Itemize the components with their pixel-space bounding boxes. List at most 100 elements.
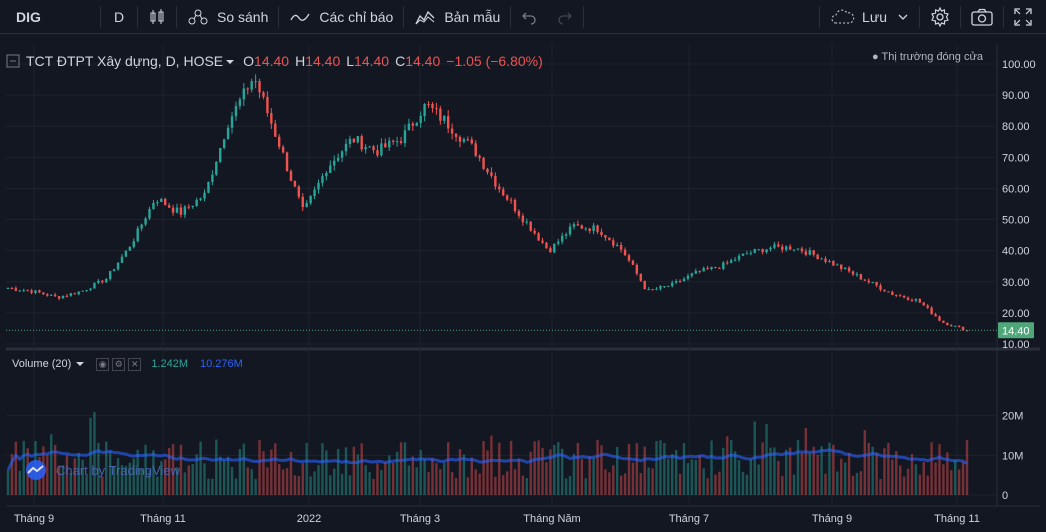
volume-bar — [584, 478, 587, 495]
candle — [57, 296, 61, 299]
candle — [313, 189, 316, 197]
candle — [419, 115, 422, 123]
candle — [769, 247, 772, 250]
candle — [859, 274, 863, 280]
candle — [305, 202, 308, 207]
volume-bar — [785, 449, 788, 495]
candle — [199, 198, 202, 200]
divider — [278, 5, 280, 28]
volume-bar — [918, 474, 922, 495]
volume-title[interactable]: Volume (20) — [12, 358, 72, 370]
candle — [270, 113, 273, 124]
redo-button[interactable] — [547, 0, 583, 34]
fullscreen-button[interactable] — [1004, 0, 1046, 34]
symbol-title[interactable]: TCT ĐTPT Xây dựng, D, HOSE — [26, 53, 224, 69]
volume-bar — [891, 459, 894, 495]
candle — [250, 81, 253, 90]
volume-bar — [631, 462, 635, 495]
candle — [277, 136, 281, 147]
tradingview-watermark[interactable]: Chart by TradingView — [22, 460, 180, 480]
candle — [785, 246, 788, 250]
chart-type-button[interactable] — [138, 0, 176, 34]
volume-value: 1.242M — [151, 358, 189, 370]
volume-bar — [509, 440, 513, 495]
volume-bar — [792, 474, 796, 495]
volume-bar — [219, 456, 222, 495]
candle — [364, 147, 367, 150]
divider — [1003, 5, 1004, 28]
volume-bars-layer — [6, 412, 969, 495]
volume-bar — [462, 454, 466, 495]
settings-button[interactable] — [920, 0, 960, 34]
candle — [101, 280, 104, 283]
price-chart[interactable]: 100.00 90.00 80.00 70.00 60.00 50.00 40.00 30.0… — [6, 40, 1040, 532]
volume-bar — [521, 475, 525, 495]
volume-bar — [61, 465, 65, 495]
candle — [407, 123, 411, 131]
volume-bar — [541, 447, 544, 495]
candle — [592, 225, 595, 231]
volume-bar — [879, 479, 882, 495]
volume-bar — [164, 459, 167, 495]
candle — [309, 196, 312, 203]
volume-bar — [179, 444, 183, 495]
compare-button[interactable]: So sánh — [177, 0, 278, 34]
volume-bar — [254, 479, 257, 495]
volume-bar — [454, 478, 458, 495]
settings-gear-icon[interactable]: ⚙ — [112, 357, 126, 371]
volume-bar — [482, 441, 485, 495]
volume-bar — [749, 459, 753, 495]
volume-bar — [608, 472, 611, 495]
symbol-menu-caret[interactable] — [225, 53, 235, 69]
volume-bar — [769, 447, 772, 495]
candle — [910, 299, 914, 301]
volume-bar — [914, 464, 918, 495]
collapse-legend-button[interactable] — [6, 54, 20, 68]
interval-button[interactable]: D — [113, 8, 125, 25]
volume-bar — [270, 449, 273, 495]
close-label: C — [395, 53, 406, 69]
candle — [368, 146, 371, 148]
visibility-eye-icon[interactable]: ◉ — [96, 357, 110, 371]
candle — [843, 267, 847, 270]
templates-button[interactable]: Bản mẫu — [404, 0, 510, 34]
volume-bar — [659, 440, 662, 495]
candle — [718, 267, 721, 269]
volume-bar — [612, 465, 615, 495]
candle — [403, 130, 407, 144]
candle — [93, 282, 96, 289]
volume-bar — [419, 449, 422, 495]
candle — [773, 244, 776, 248]
volume-bar — [431, 457, 434, 495]
candle — [164, 198, 167, 206]
screenshot-button[interactable] — [961, 0, 1003, 34]
volume-bar — [199, 441, 202, 495]
close-icon[interactable]: ✕ — [128, 357, 142, 371]
candle — [938, 316, 941, 321]
indicators-button[interactable]: Các chỉ báo — [279, 0, 403, 34]
volume-bar — [604, 469, 607, 495]
volume-bar — [234, 478, 238, 495]
candle — [482, 157, 485, 169]
volume-bar — [22, 440, 25, 495]
candle — [608, 237, 611, 241]
volume-bar — [722, 447, 725, 495]
volume-bar — [871, 446, 874, 495]
candle — [954, 325, 957, 327]
volume-ma-value: 10.276M — [200, 358, 243, 370]
volume-bar — [765, 423, 768, 495]
candle — [494, 175, 497, 187]
candle — [148, 208, 151, 219]
candle — [926, 305, 929, 308]
volume-bar — [352, 446, 356, 495]
watermark-text: Chart by TradingView — [56, 462, 181, 478]
candle — [737, 255, 741, 260]
symbol-search[interactable]: DIG — [16, 8, 41, 25]
candle — [836, 264, 839, 266]
volume-bar — [356, 454, 359, 495]
save-button[interactable]: Lưu — [820, 0, 919, 34]
divider — [176, 5, 177, 28]
volume-bar — [663, 443, 666, 495]
caret-down-icon[interactable] — [75, 360, 85, 368]
undo-button[interactable] — [511, 0, 547, 34]
